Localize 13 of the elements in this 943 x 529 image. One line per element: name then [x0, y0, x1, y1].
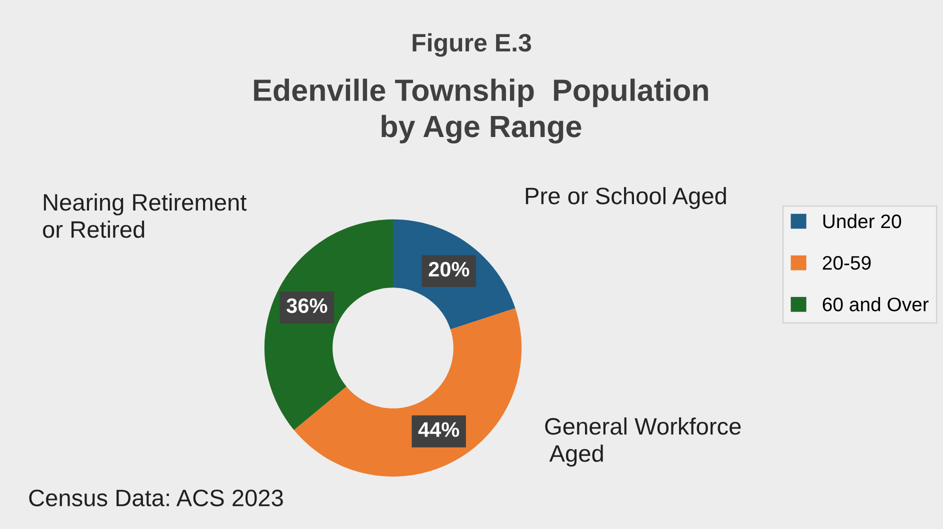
legend-label: 60 and Over [822, 297, 929, 312]
chart-title: Figure E.3 [412, 33, 532, 57]
data-label: 44% [418, 422, 460, 437]
text: Census Data: ACS 2023 [29, 490, 283, 506]
legend-label: 20-59 [822, 256, 871, 270]
text: General Workforce Aged [545, 417, 741, 467]
text: Pre or School Aged [526, 186, 726, 210]
text: Nearing Retirement or Retired [42, 193, 247, 238]
donut-slice [264, 219, 393, 430]
data-label: 20% [428, 262, 470, 277]
legend-label: Under 20 [823, 214, 902, 228]
data-label: 36% [286, 298, 328, 314]
chart-subtitle: Edenville Township Population by Age Range [254, 78, 708, 144]
